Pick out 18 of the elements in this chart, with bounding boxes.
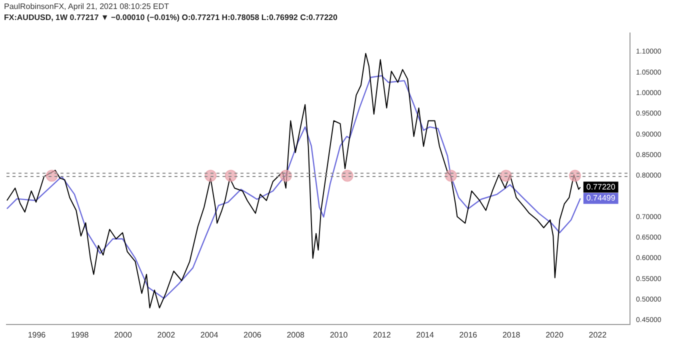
x-tick-label: 1996 <box>28 330 46 340</box>
data-label: 0.77220 <box>586 182 616 192</box>
x-tick-label: 2018 <box>502 330 521 340</box>
chart-title: PaulRobinsonFX, April 21, 2021 08:10:25 EDT <box>4 2 170 12</box>
chart-subtitle: FX:AUDUSD, 1W 0.77217 ▼ −0.00010 (−0.01%) O:0.77271 H:0.78058 L:0.76992 C:0.77220 <box>4 12 338 23</box>
x-tick-label: 2020 <box>546 330 564 340</box>
x-tick-label: 2010 <box>330 330 348 340</box>
x-tick-label: 2014 <box>416 330 434 340</box>
data-label: 0.74499 <box>586 194 616 203</box>
x-tick-label: 2012 <box>372 330 392 340</box>
x-tick-label: 2016 <box>459 330 478 340</box>
x-tick-label: 2006 <box>244 330 262 340</box>
x-tick-label: 2008 <box>286 330 306 340</box>
x-tick-label: 2022 <box>588 330 608 340</box>
x-tick-label: 1998 <box>70 330 90 340</box>
x-tick-label: 2004 <box>200 330 219 340</box>
x-tick-label: 2002 <box>157 330 176 340</box>
x-tick-label: 2000 <box>114 330 132 340</box>
